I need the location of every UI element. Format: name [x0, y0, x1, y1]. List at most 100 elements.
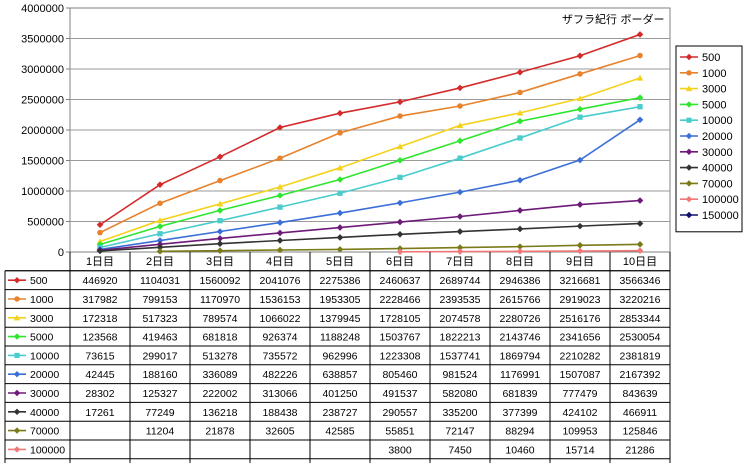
- data-label: 513278: [202, 350, 237, 362]
- data-label: 3800: [388, 444, 412, 456]
- data-label: 123568: [82, 332, 117, 344]
- legend-marker-500: [685, 53, 693, 61]
- data-point-30000: [456, 213, 464, 220]
- data-label: 336089: [202, 369, 237, 381]
- row-label-3000: 3000: [30, 313, 54, 325]
- data-label: 2341656: [560, 332, 601, 344]
- data-label: 1104031: [140, 275, 180, 287]
- data-point-500: [336, 109, 344, 117]
- row-key-marker-100000: [13, 446, 21, 453]
- y-tick-label: 1500000: [21, 156, 64, 168]
- data-point-500: [576, 52, 584, 60]
- data-label: 2210282: [560, 350, 601, 362]
- data-point-70000: [276, 246, 284, 254]
- row-key-marker-70000: [13, 427, 21, 434]
- data-label: 2689744: [440, 275, 481, 287]
- data-label: 735572: [262, 350, 297, 362]
- row-key-marker-3000: [13, 314, 21, 321]
- legend-label-500: 500: [702, 52, 720, 64]
- data-label: 222002: [202, 388, 237, 400]
- data-point-5000: [216, 207, 224, 214]
- data-point-3000: [516, 109, 524, 116]
- data-point-5000: [636, 94, 644, 101]
- legend-marker-70000: [685, 180, 693, 187]
- row-label-10000: 10000: [30, 350, 59, 362]
- row-key-marker-5000: [13, 333, 21, 340]
- data-point-5000: [336, 176, 344, 183]
- data-label: 42585: [325, 426, 354, 438]
- data-label: 1536153: [260, 294, 301, 306]
- data-point-10000: [397, 174, 403, 181]
- legend-marker-5000: [685, 101, 693, 108]
- x-tick-label: 1日目: [86, 256, 114, 268]
- data-label: 73615: [85, 350, 114, 362]
- data-point-30000: [516, 207, 524, 214]
- data-point-3000: [216, 200, 224, 207]
- data-label: 188438: [262, 407, 297, 419]
- data-point-20000: [576, 156, 584, 164]
- data-label: 1507087: [560, 369, 601, 381]
- data-label: 1537741: [440, 350, 481, 362]
- data-label: 335200: [442, 407, 477, 419]
- y-tick-label: 1000000: [21, 186, 64, 198]
- data-point-500: [456, 84, 464, 92]
- legend-marker-150000: [685, 211, 693, 219]
- data-point-40000: [516, 225, 524, 233]
- data-label: 2143746: [500, 332, 541, 344]
- data-label: 1953305: [320, 294, 361, 306]
- data-point-3000: [396, 143, 404, 150]
- data-point-10000: [457, 155, 463, 161]
- row-label-1000: 1000: [30, 294, 54, 306]
- row-key-marker-20000: [13, 371, 21, 378]
- data-label: 377399: [502, 407, 537, 419]
- data-label: 3220216: [620, 294, 661, 306]
- data-point-100000: [456, 248, 464, 255]
- series-line-10000: [99, 105, 641, 249]
- data-label: 2041076: [260, 275, 301, 287]
- data-point-10000: [517, 135, 523, 141]
- data-label: 55851: [385, 426, 414, 438]
- data-point-3000: [156, 217, 164, 224]
- data-point-20000: [396, 199, 404, 207]
- data-point-100000: [516, 248, 524, 255]
- legend-label-10000: 10000: [702, 115, 733, 127]
- data-point-1000: [157, 200, 163, 207]
- data-label: 789574: [202, 313, 237, 325]
- data-point-70000: [216, 247, 224, 254]
- data-point-30000: [276, 229, 284, 237]
- data-point-20000: [516, 176, 524, 184]
- data-point-100000: [396, 248, 404, 256]
- data-point-1000: [517, 89, 523, 96]
- row-label-30000: 30000: [30, 388, 59, 400]
- legend-label-100000: 100000: [702, 194, 739, 206]
- data-point-40000: [396, 230, 404, 238]
- row-label-100000: 100000: [30, 444, 65, 456]
- series-line-1000: [99, 54, 641, 234]
- data-label: 799153: [142, 294, 177, 306]
- data-point-40000: [336, 234, 344, 241]
- data-label: 42445: [85, 369, 114, 381]
- data-point-30000: [216, 235, 224, 242]
- data-label: 32605: [265, 426, 294, 438]
- data-point-5000: [396, 156, 404, 164]
- row-key-marker-1000: [14, 296, 20, 302]
- data-point-20000: [216, 228, 224, 235]
- data-label: 188160: [142, 369, 177, 381]
- data-label: 638857: [322, 369, 357, 381]
- row-label-70000: 70000: [30, 426, 59, 438]
- data-point-40000: [636, 220, 644, 227]
- data-label: 2615766: [500, 294, 541, 306]
- data-point-500: [636, 31, 644, 38]
- series-line-40000: [99, 222, 641, 252]
- y-tick-label: 4000000: [21, 3, 64, 15]
- data-point-5000: [96, 241, 104, 248]
- series-line-3000: [99, 77, 641, 243]
- data-point-70000: [516, 243, 524, 250]
- data-point-500: [96, 221, 104, 229]
- data-point-70000: [156, 248, 164, 255]
- row-key-marker-40000: [13, 408, 21, 415]
- series-line-20000: [99, 119, 641, 251]
- data-label: 582080: [442, 388, 477, 400]
- data-label: 419463: [142, 332, 177, 344]
